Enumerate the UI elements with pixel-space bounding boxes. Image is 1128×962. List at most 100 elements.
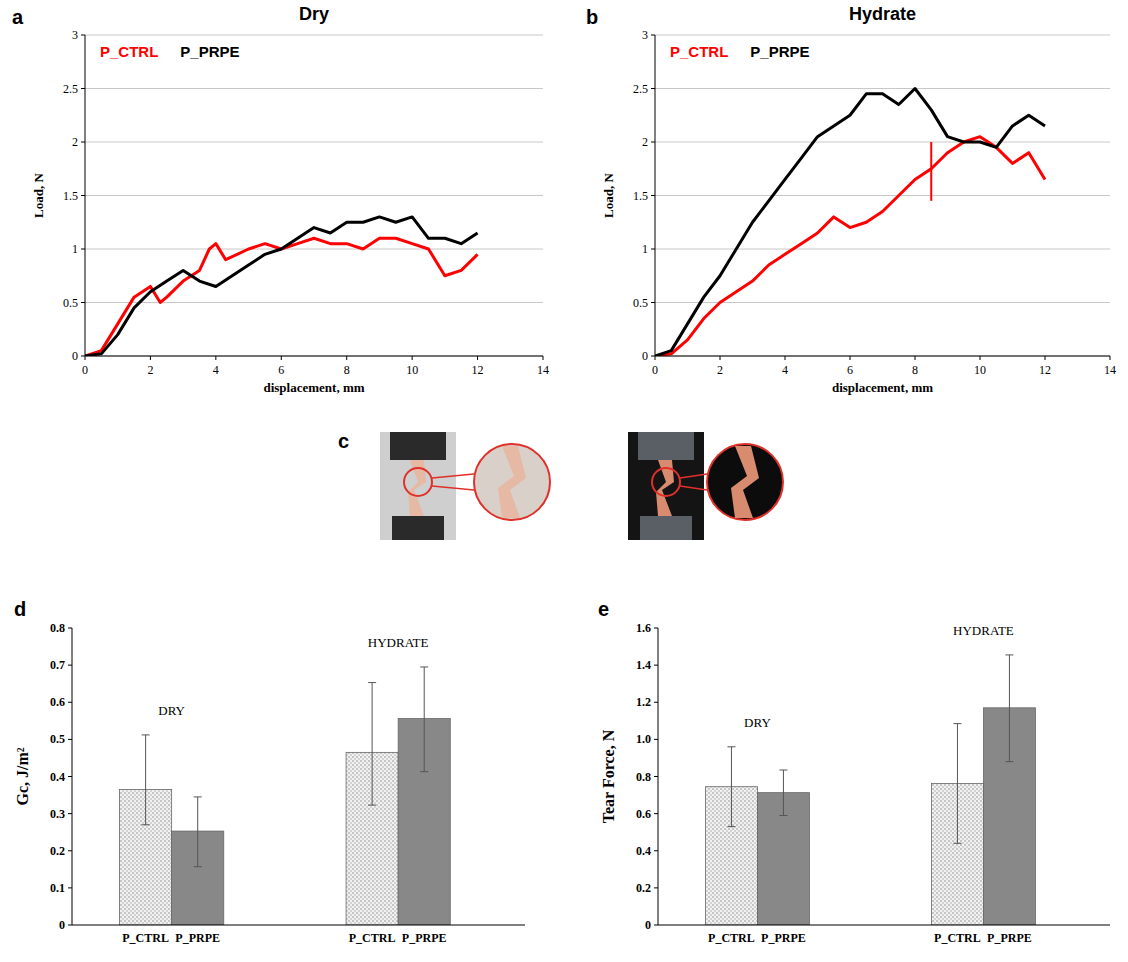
error-stem	[145, 735, 146, 825]
error-stem	[424, 667, 425, 772]
y-tick-label: 1	[642, 242, 648, 256]
error-bar	[142, 735, 150, 825]
y-tick	[654, 925, 658, 926]
legend-entry: P_PRPE	[750, 43, 809, 60]
legend-entry: P_CTRL	[670, 43, 728, 60]
y-tick-label: 0.4	[636, 844, 651, 858]
x-tick	[477, 356, 478, 360]
x-tick-label: 12	[472, 363, 484, 377]
error-cap	[1005, 654, 1013, 655]
x-tick	[85, 356, 86, 360]
grid-line	[85, 88, 543, 89]
error-cap	[727, 826, 735, 827]
group-label: HYDRATE	[953, 623, 1014, 638]
error-cap	[142, 734, 150, 735]
y-tick	[68, 628, 72, 629]
panel-letter: c	[338, 430, 349, 452]
y-tick-label: 0.3	[50, 807, 65, 821]
y-tick	[68, 702, 72, 703]
x-tick	[720, 356, 721, 360]
x-tick-label: 12	[1039, 363, 1051, 377]
break-mark	[930, 142, 932, 201]
bar-label: P_PRPE	[175, 931, 220, 945]
y-axis-title: Load, N	[31, 172, 46, 217]
y-tick-label: 0.5	[50, 732, 65, 746]
x-tick-label: 8	[344, 363, 350, 377]
y-tick-label: 1.6	[636, 621, 651, 635]
error-cap	[368, 805, 376, 806]
error-cap	[142, 824, 150, 825]
x-tick-label: 8	[912, 363, 918, 377]
error-stem	[372, 683, 373, 806]
y-axis-title: Gc, J/m²	[14, 747, 31, 805]
y-tick-label: 2	[72, 135, 78, 149]
error-cap	[779, 815, 787, 816]
y-tick-label: 3	[642, 28, 648, 42]
y-tick-label: 0.6	[636, 807, 651, 821]
y-tick-label: 0	[645, 918, 651, 932]
plot-area	[120, 667, 451, 925]
y-tick-label: 0	[72, 349, 78, 363]
error-cap	[953, 843, 961, 844]
x-tick-label: 4	[213, 363, 219, 377]
y-tick	[81, 35, 85, 36]
x-tick	[850, 356, 851, 360]
photo	[628, 432, 704, 540]
panel-letter: a	[12, 6, 24, 28]
y-tick-label: 0	[642, 349, 648, 363]
error-bar	[1005, 655, 1013, 762]
y-tick	[654, 739, 658, 740]
series-line	[655, 89, 1045, 357]
y-axis	[85, 35, 86, 356]
y-tick-label: 1	[72, 242, 78, 256]
grid-line	[655, 35, 1110, 36]
error-bar	[368, 683, 376, 806]
figure: 00.511.522.5302468101214Drydisplacement,…	[0, 0, 1128, 962]
y-tick-label: 1.0	[636, 732, 651, 746]
y-tick	[68, 887, 72, 888]
zoom-strip	[731, 446, 759, 518]
bar-label: P_CTRL	[934, 931, 981, 945]
y-tick-label: 2.5	[63, 82, 78, 96]
grip	[638, 432, 694, 460]
legend-entry: P_CTRL	[100, 43, 158, 60]
y-tick	[654, 813, 658, 814]
x-axis-title: displacement, mm	[832, 380, 933, 395]
zoom-line	[680, 474, 707, 478]
y-tick	[651, 356, 655, 357]
grid-line	[85, 302, 543, 303]
error-stem	[1009, 655, 1010, 762]
y-tick	[81, 356, 85, 357]
page: {"chart_data":[ {"panel":"a","type":"lin…	[0, 0, 1128, 962]
grid-line	[85, 35, 543, 36]
x-tick-label: 6	[278, 363, 284, 377]
y-tick-label: 1.5	[633, 189, 648, 203]
y-tick	[654, 850, 658, 851]
y-tick	[651, 88, 655, 89]
photo-panel	[380, 432, 783, 540]
zoom-ring	[404, 468, 432, 496]
grid-line	[655, 356, 1110, 357]
x-tick-label: 10	[974, 363, 986, 377]
y-tick	[651, 142, 655, 143]
error-stem	[197, 797, 198, 867]
y-tick-label: 0.2	[636, 881, 651, 895]
y-tick-label: 0.5	[633, 296, 648, 310]
y-tick-label: 0.5	[63, 296, 78, 310]
chart-title: Hydrate	[849, 4, 916, 24]
x-tick-label: 6	[847, 363, 853, 377]
error-bar	[779, 770, 787, 815]
grid-line	[655, 88, 1110, 89]
grid-line	[655, 249, 1110, 250]
error-bar	[953, 724, 961, 844]
x-axis	[85, 356, 543, 357]
bar-label: P_CTRL	[708, 931, 755, 945]
x-tick-label: 0	[82, 363, 88, 377]
x-tick	[1110, 356, 1111, 360]
y-tick-label: 0	[59, 918, 65, 932]
y-tick	[81, 142, 85, 143]
y-tick	[81, 249, 85, 250]
error-stem	[731, 747, 732, 827]
x-axis	[655, 356, 1110, 357]
y-axis	[655, 35, 656, 356]
